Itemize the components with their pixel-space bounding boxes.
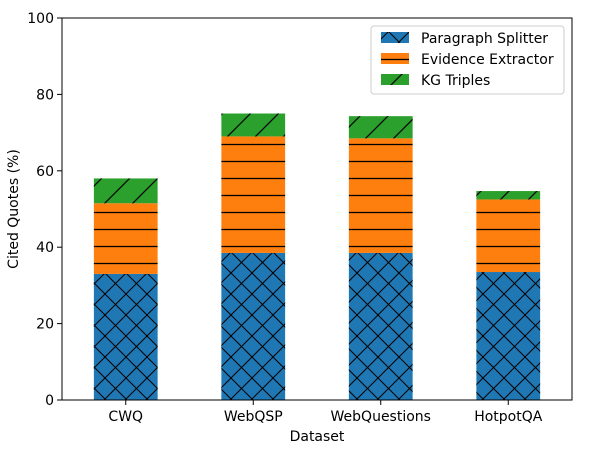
legend-label: Evidence Extractor xyxy=(421,52,554,68)
bar-cwq-kg-triples xyxy=(93,178,158,204)
y-tick-label: 100 xyxy=(27,11,54,27)
bar-webqsp-evidence-extractor xyxy=(221,136,286,253)
y-tick-label: 20 xyxy=(36,317,54,333)
x-tick-label: WebQSP xyxy=(224,409,283,425)
bar-webqsp-paragraph-splitter xyxy=(221,252,286,400)
legend-label: KG Triples xyxy=(421,73,490,89)
bar-cwq-paragraph-splitter xyxy=(93,273,158,400)
y-tick-label: 80 xyxy=(36,87,54,103)
bar-webquestions-paragraph-splitter xyxy=(348,252,413,400)
plot-frame xyxy=(61,17,573,401)
bar-webqsp-kg-triples xyxy=(221,113,286,137)
x-tick-label: WebQuestions xyxy=(331,409,431,425)
legend: Paragraph Splitter Evidence Extractor KG T… xyxy=(370,25,565,95)
bar-webquestions-kg-triples xyxy=(348,116,413,139)
bar-hotpotqa-paragraph-splitter xyxy=(476,272,541,400)
y-tick-label: 40 xyxy=(36,240,54,256)
y-tick-label: 60 xyxy=(36,164,54,180)
bar-cwq-evidence-extractor xyxy=(93,203,158,274)
x-tick-label: HotpotQA xyxy=(474,409,543,425)
bar-hotpotqa-kg-triples xyxy=(476,191,541,200)
y-tick-label: 0 xyxy=(45,393,54,409)
legend-label: Paragraph Splitter xyxy=(421,31,548,47)
bar-webquestions-evidence-extractor xyxy=(348,138,413,253)
x-axis-label: Dataset xyxy=(290,429,345,445)
legend-item: Evidence Extractor xyxy=(381,52,554,68)
y-axis-label: Cited Quotes (%) xyxy=(6,149,22,269)
bar-hotpotqa-evidence-extractor xyxy=(476,199,541,273)
legend-item: Paragraph Splitter xyxy=(381,31,548,47)
x-tick-label: CWQ xyxy=(108,409,143,425)
legend-item: KG Triples xyxy=(381,73,490,89)
